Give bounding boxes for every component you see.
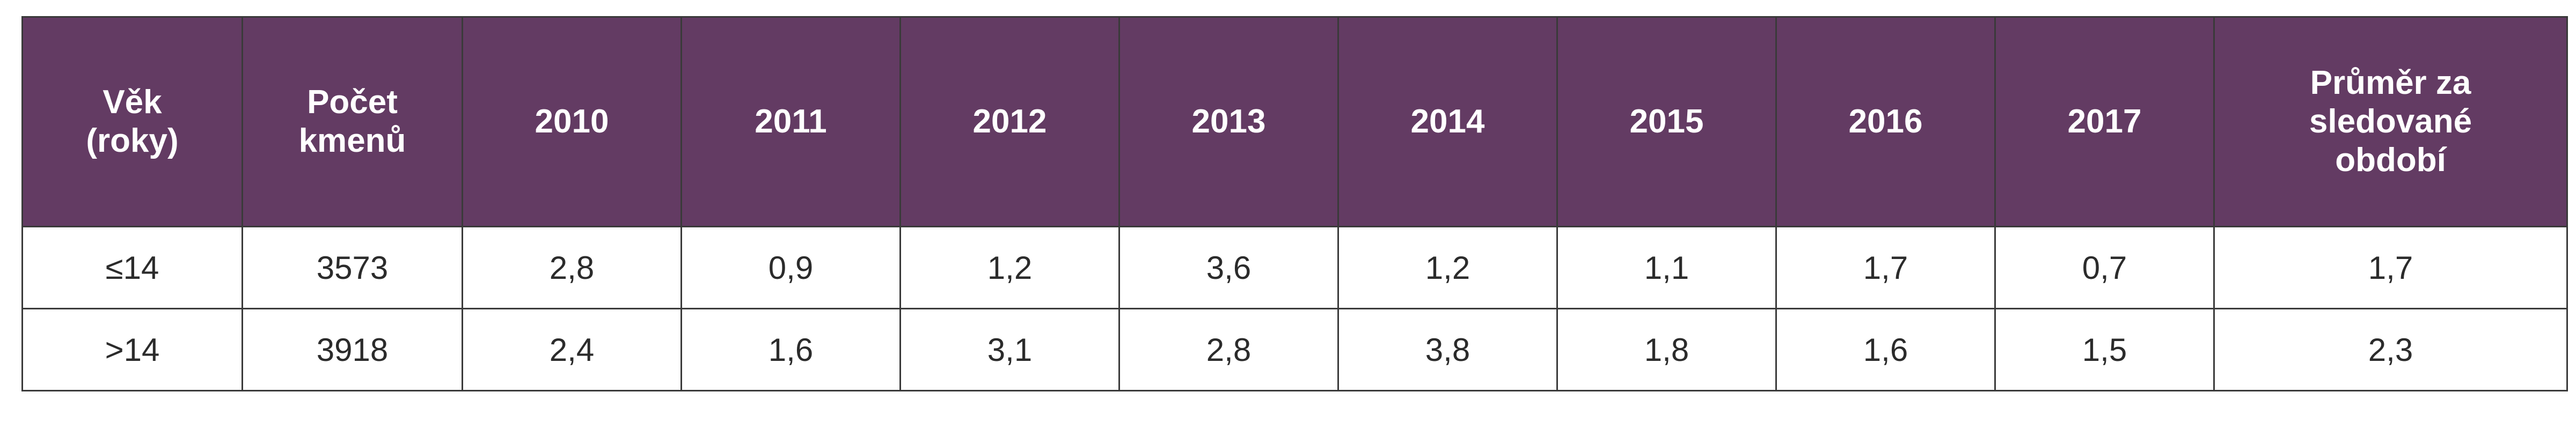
table-cell: 1,8 — [1556, 308, 1777, 391]
table-cell: 2,4 — [462, 308, 682, 391]
header-strain-count: Počet kmenů — [241, 16, 463, 227]
header-year-2013-label: 2013 — [1191, 103, 1266, 140]
header-row: Věk (roky) Počet kmenů 2010 2011 2012 20… — [21, 16, 2568, 227]
table-cell: ≤14 — [21, 226, 243, 309]
table-cell: 3,6 — [1118, 226, 1339, 309]
header-period-average-label: Průměr za sledované období — [2309, 64, 2472, 179]
table-cell: 3,1 — [899, 308, 1120, 391]
table-cell: 0,9 — [680, 226, 901, 309]
header-year-2016: 2016 — [1775, 16, 1996, 227]
header-year-2012-label: 2012 — [972, 103, 1047, 140]
header-period-average: Průměr za sledované období — [2213, 16, 2568, 227]
table-row: >14 3918 2,4 1,6 3,1 2,8 3,8 1,8 1,6 1,5… — [21, 308, 2568, 391]
table-cell: 1,5 — [1994, 308, 2215, 391]
table-cell: >14 — [21, 308, 243, 391]
table-cell: 1,7 — [2213, 226, 2568, 309]
header-year-2014: 2014 — [1337, 16, 1558, 227]
table-row: ≤14 3573 2,8 0,9 1,2 3,6 1,2 1,1 1,7 0,7… — [21, 226, 2568, 309]
header-year-2017: 2017 — [1994, 16, 2215, 227]
table-cell: 0,7 — [1994, 226, 2215, 309]
table-cell: 1,2 — [899, 226, 1120, 309]
header-strain-count-label: Počet kmenů — [298, 84, 406, 159]
header-year-2014-label: 2014 — [1410, 103, 1485, 140]
table-cell: 1,6 — [680, 308, 901, 391]
header-year-2011: 2011 — [680, 16, 901, 227]
header-year-2017-label: 2017 — [2067, 103, 2142, 140]
table-cell: 1,7 — [1775, 226, 1996, 309]
table-cell: 2,8 — [462, 226, 682, 309]
header-year-2012: 2012 — [899, 16, 1120, 227]
table-cell: 3573 — [241, 226, 463, 309]
header-age: Věk (roky) — [21, 16, 243, 227]
header-year-2015-label: 2015 — [1629, 103, 1704, 140]
table-header: Věk (roky) Počet kmenů 2010 2011 2012 20… — [21, 16, 2568, 227]
data-table: Věk (roky) Počet kmenů 2010 2011 2012 20… — [21, 16, 2568, 391]
header-year-2011-label: 2011 — [755, 103, 827, 140]
header-year-2010: 2010 — [462, 16, 682, 227]
header-year-2013: 2013 — [1118, 16, 1339, 227]
table-cell: 2,3 — [2213, 308, 2568, 391]
table-cell: 1,6 — [1775, 308, 1996, 391]
header-year-2016-label: 2016 — [1848, 103, 1923, 140]
table-cell: 1,1 — [1556, 226, 1777, 309]
table-cell: 3,8 — [1337, 308, 1558, 391]
table-cell: 2,8 — [1118, 308, 1339, 391]
header-age-label: Věk (roky) — [86, 84, 179, 159]
data-table-container: Věk (roky) Počet kmenů 2010 2011 2012 20… — [21, 16, 2568, 391]
header-year-2015: 2015 — [1556, 16, 1777, 227]
table-cell: 1,2 — [1337, 226, 1558, 309]
header-year-2010-label: 2010 — [535, 103, 609, 140]
table-body: ≤14 3573 2,8 0,9 1,2 3,6 1,2 1,1 1,7 0,7… — [21, 226, 2568, 391]
table-cell: 3918 — [241, 308, 463, 391]
